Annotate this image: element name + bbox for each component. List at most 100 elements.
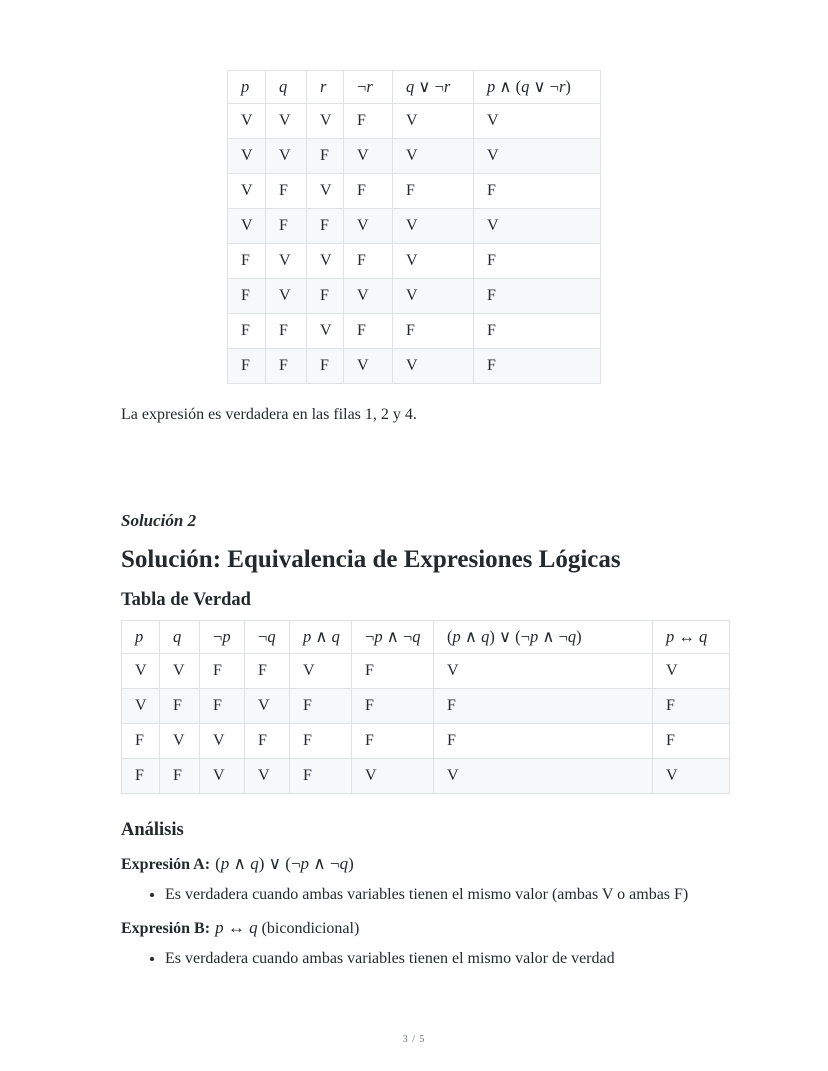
value-cell: F [227,348,266,384]
value-cell: F [159,687,200,724]
value-cell: V [306,243,344,279]
expression-a-formula: (p ∧ q) ∨ (¬p ∧ ¬q) [215,854,354,874]
value-cell: V [433,652,653,689]
expression-a-line: Expresión A: (p ∧ q) ∨ (¬p ∧ ¬q) [121,852,728,876]
expression-a-bullet: Es verdadera cuando ambas variables tien… [165,885,728,904]
header-cell: p ∧ q [289,619,352,654]
value-cell: V [392,208,474,244]
value-cell: F [289,722,352,759]
value-cell: F [265,313,307,349]
value-cell: F [199,652,245,689]
value-cell: V [121,687,160,724]
value-cell: V [244,687,290,724]
expression-b-suffix: (bicondicional) [261,919,360,937]
value-cell: F [306,208,344,244]
table-header-row: p q ¬p ¬q p ∧ q ¬p ∧ ¬q (p ∧ q) ∨ (¬p ∧ ¬q) p ↔… [121,619,730,654]
truth-table-heading: Tabla de Verdad [121,589,251,610]
header-cell: ¬q [244,619,290,654]
value-cell: V [392,103,474,139]
value-cell: F [343,243,393,279]
page-number: 3 / 5 [402,1034,426,1045]
solution2-title: Solución: Equivalencia de Expresiones Ló… [121,546,621,574]
expression-b-bullets: Es verdadera cuando ambas variables tien… [121,949,728,968]
value-cell: F [473,348,601,384]
value-cell: F [343,103,393,139]
truth-table-conjunction: p q r ¬r q ∨ ¬r p ∧ (q ∨ ¬r) V V V F V V V V F V V V V F V F F… [227,70,601,384]
expression-b-line: Expresión B: p ↔ q (bicondicional) [121,916,728,940]
header-cell: q ∨ ¬r [392,70,474,104]
value-cell: F [433,722,653,759]
value-cell: F [159,757,200,794]
value-cell: F [343,173,393,209]
value-cell: F [351,687,434,724]
value-cell: V [244,757,290,794]
value-cell: F [306,138,344,174]
header-cell: p ↔ q [652,619,730,654]
value-cell: V [433,757,653,794]
value-cell: F [473,243,601,279]
value-cell: F [265,208,307,244]
value-cell: V [265,278,307,314]
header-cell: ¬p [199,619,245,654]
value-cell: F [473,278,601,314]
value-cell: F [473,313,601,349]
header-cell: r [306,70,344,104]
header-cell: q [265,70,307,104]
value-cell: F [289,687,352,724]
header-cell: p [121,619,160,654]
table-header-row: p q r ¬r q ∨ ¬r p ∧ (q ∨ ¬r) [227,70,601,104]
value-cell: F [343,313,393,349]
value-cell: V [343,278,393,314]
value-cell: F [351,722,434,759]
value-cell: F [244,722,290,759]
value-cell: V [343,138,393,174]
value-cell: F [392,173,474,209]
header-cell: ¬r [343,70,393,104]
value-cell: V [343,208,393,244]
analysis-heading: Análisis [121,819,184,840]
value-cell: F [121,722,160,759]
value-cell: V [227,173,266,209]
value-cell: V [159,652,200,689]
value-cell: V [392,243,474,279]
expression-a-label: Expresión A: [121,856,211,874]
value-cell: V [306,173,344,209]
value-cell: V [121,652,160,689]
value-cell: V [343,348,393,384]
value-cell: V [227,138,266,174]
value-cell: F [392,313,474,349]
header-cell: (p ∧ q) ∨ (¬p ∧ ¬q) [433,619,653,654]
value-cell: F [289,757,352,794]
value-cell: F [199,687,245,724]
expression-a-bullets: Es verdadera cuando ambas variables tien… [121,885,728,904]
header-cell: ¬p ∧ ¬q [351,619,434,654]
value-cell: V [392,138,474,174]
value-cell: F [227,243,266,279]
expression-b-formula: p ↔ q [215,917,258,937]
value-cell: V [351,757,434,794]
expression-b-label: Expresión B: [121,919,211,937]
value-cell: F [265,173,307,209]
value-cell: V [392,278,474,314]
value-cell: V [306,313,344,349]
value-cell: F [351,652,434,689]
value-cell: V [473,208,601,244]
expression-b-bullet: Es verdadera cuando ambas variables tien… [165,949,728,968]
solution2-kicker: Solución 2 [121,511,197,531]
value-cell: F [244,652,290,689]
value-cell: V [199,722,245,759]
value-cell: V [227,208,266,244]
value-cell: F [306,278,344,314]
value-cell: V [265,103,307,139]
value-cell: V [306,103,344,139]
page-content: p q r ¬r q ∨ ¬r p ∧ (q ∨ ¬r) V V V F V V V V F V V V V F V F F… [0,0,828,968]
